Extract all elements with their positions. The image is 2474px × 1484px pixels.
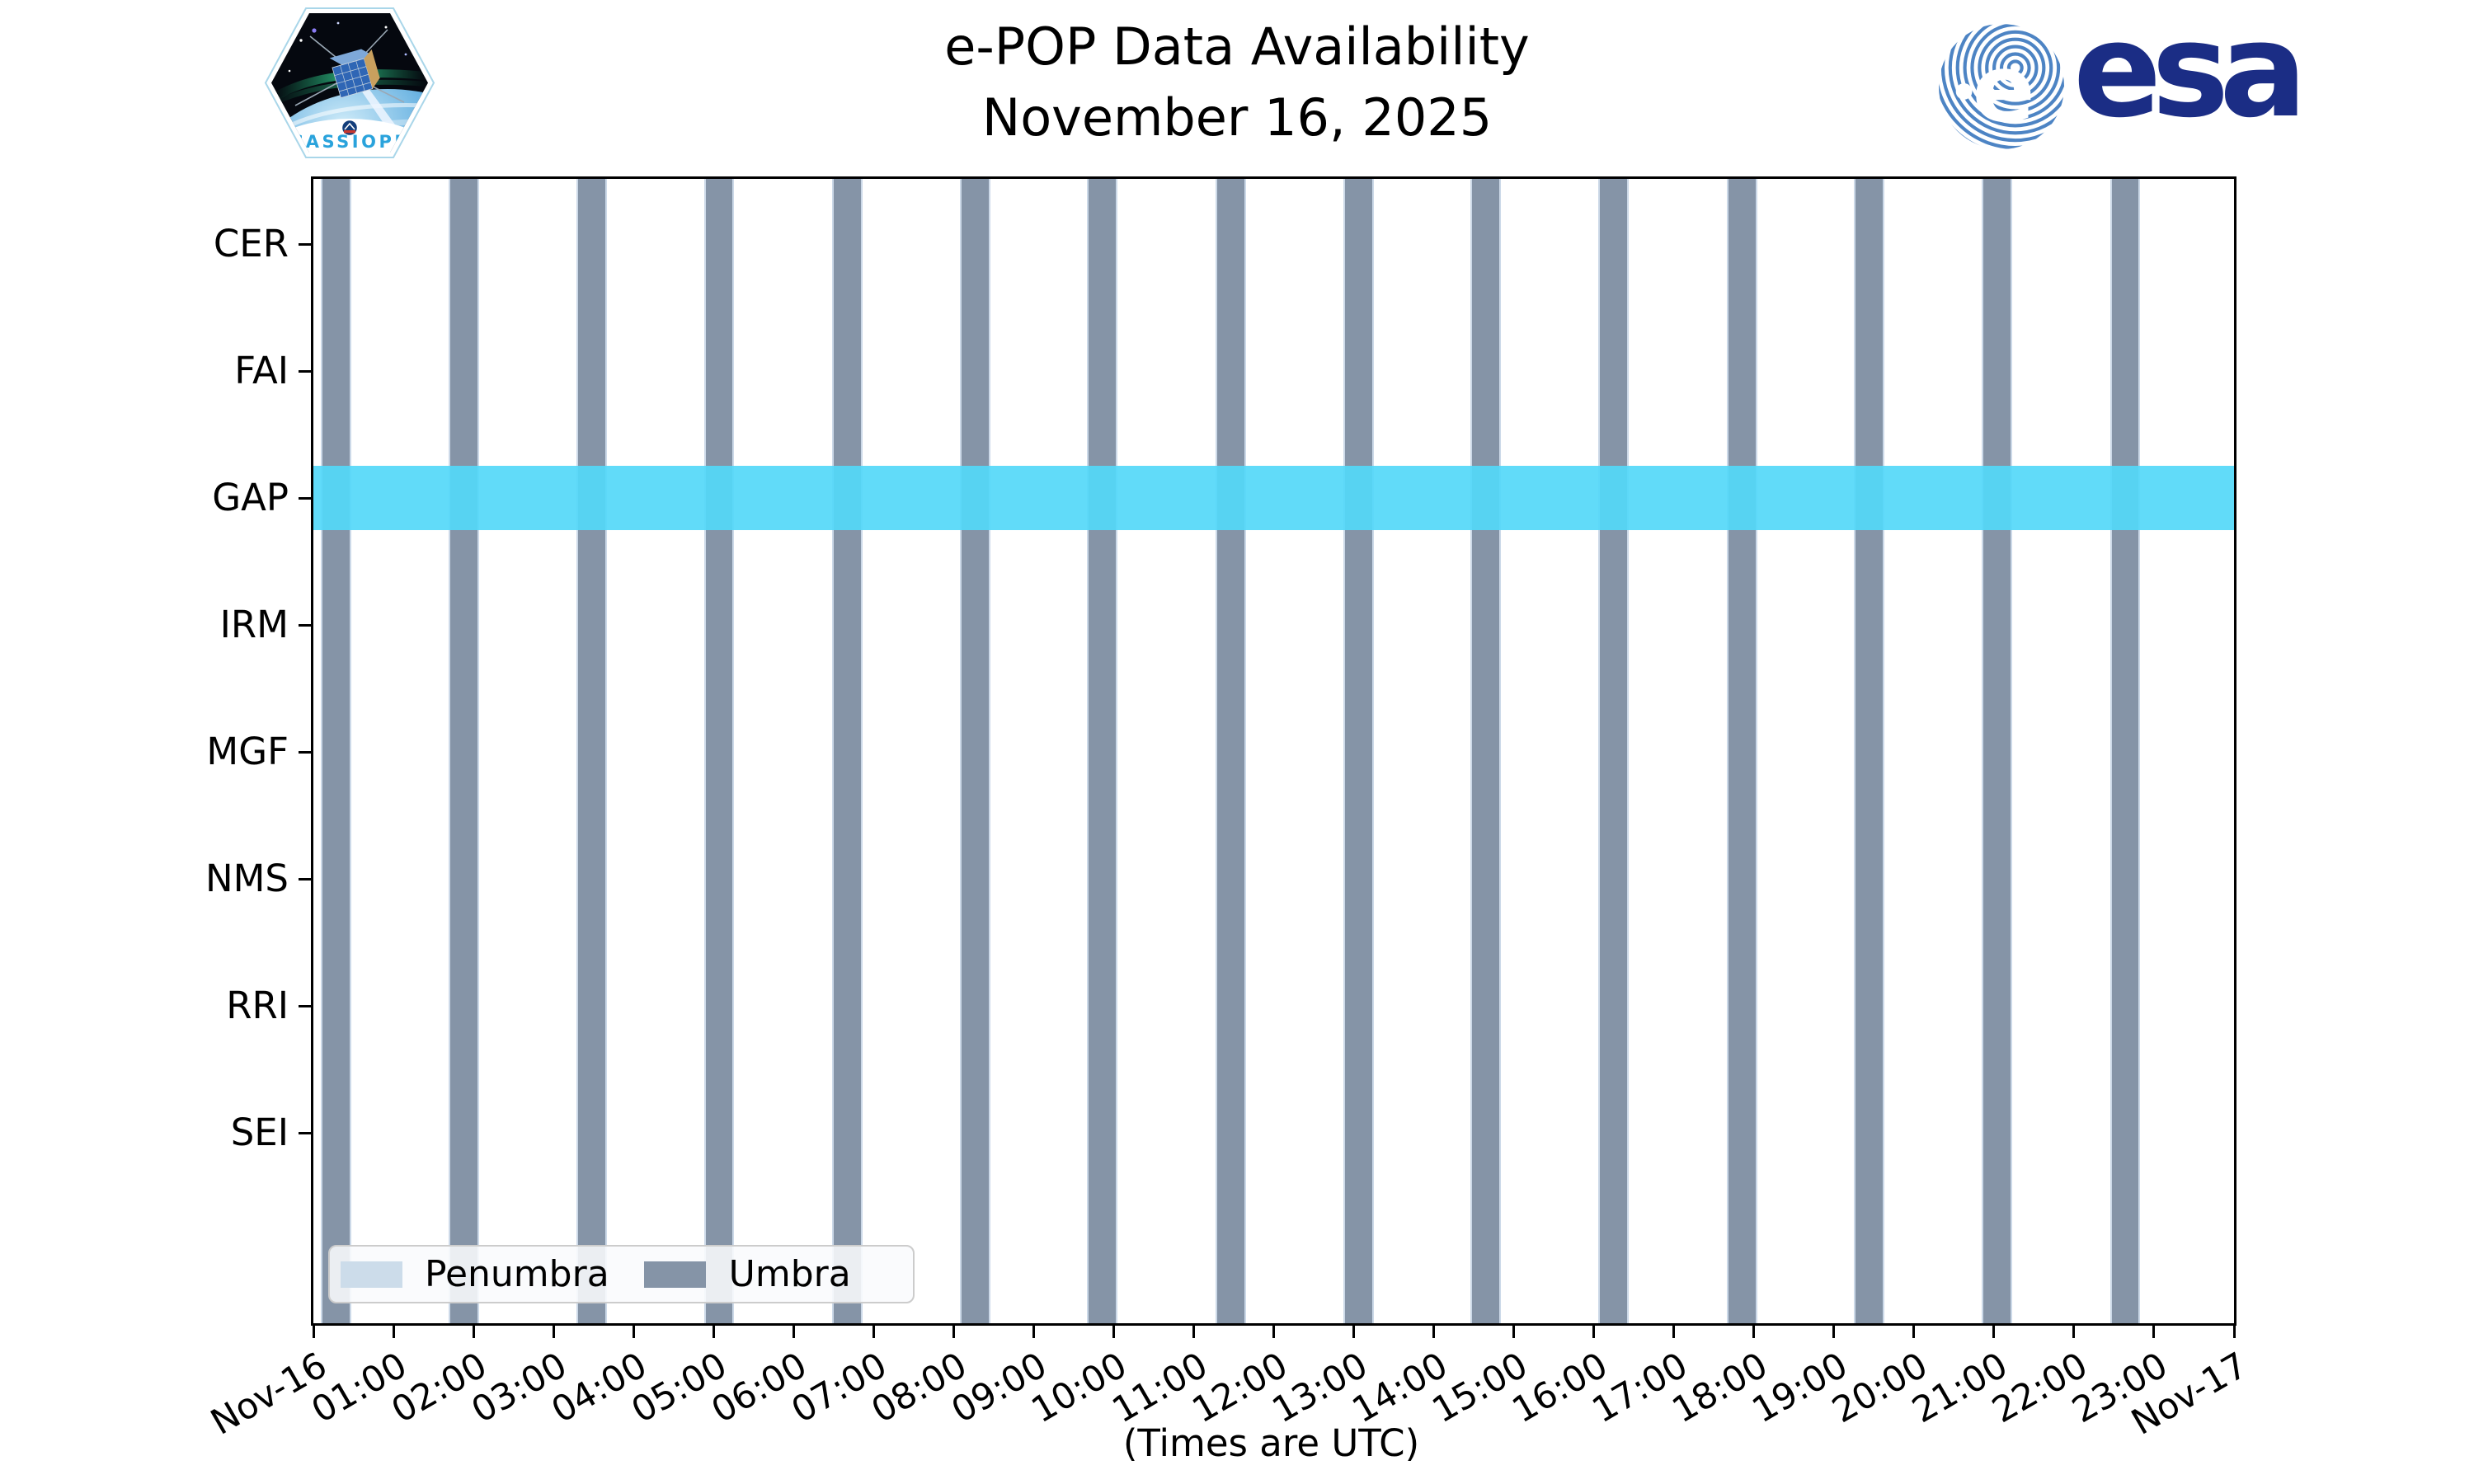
x-tick-23 — [2152, 1326, 2156, 1338]
umbra-bar — [1598, 179, 1630, 1323]
umbra-bar — [1215, 179, 1246, 1323]
y-tick-sei — [299, 1131, 311, 1134]
y-label-irm: IRM — [219, 603, 289, 646]
x-tick-11 — [1192, 1326, 1195, 1338]
chart-title-line2: November 16, 2025 — [981, 87, 1493, 148]
legend-penumbra-swatch — [341, 1261, 402, 1288]
umbra-bar — [1982, 179, 2013, 1323]
y-tick-cer — [299, 242, 311, 246]
cassiope-wordmark: CASSIOPE — [290, 132, 409, 152]
x-tick-22 — [2072, 1326, 2076, 1338]
umbra-bar — [1343, 179, 1374, 1323]
y-tick-rri — [299, 1004, 311, 1007]
x-tick-1 — [392, 1326, 395, 1338]
x-tick-10 — [1112, 1326, 1115, 1338]
umbra-bar — [960, 179, 990, 1323]
y-label-sei: SEI — [230, 1111, 289, 1154]
gap-availability-band — [313, 466, 2234, 530]
x-tick-4 — [632, 1326, 635, 1338]
x-tick-6 — [792, 1326, 795, 1338]
umbra-bar — [449, 179, 479, 1323]
umbra-bar — [703, 179, 735, 1323]
y-tick-irm — [299, 623, 311, 627]
x-tick-12 — [1272, 1326, 1275, 1338]
x-tick-20 — [1912, 1326, 1916, 1338]
esa-wordmark: esa — [2073, 0, 2307, 147]
y-label-cer: CER — [213, 222, 289, 265]
x-tick-5 — [712, 1326, 715, 1338]
x-tick-2 — [472, 1326, 475, 1338]
legend-umbra-swatch — [643, 1261, 706, 1288]
umbra-bar — [831, 179, 863, 1323]
y-label-gap: GAP — [212, 476, 289, 519]
y-tick-fai — [299, 369, 311, 373]
umbra-bar — [1854, 179, 1884, 1323]
y-label-fai: FAI — [234, 349, 289, 392]
x-tick-15 — [1512, 1326, 1516, 1338]
x-tick-16 — [1592, 1326, 1596, 1338]
chart-title-line1: e-POP Data Availability — [944, 16, 1530, 77]
x-tick-0 — [312, 1326, 315, 1338]
patch-radar-beam — [358, 82, 399, 133]
x-tick-9 — [1032, 1326, 1035, 1338]
legend: Penumbra Umbra — [328, 1245, 915, 1303]
umbra-bar — [2109, 179, 2141, 1323]
esa-globe-icon: e — [1938, 23, 2065, 150]
x-tick-19 — [1832, 1326, 1836, 1338]
patch-satellite — [329, 49, 380, 99]
x-tick-21 — [1992, 1326, 1996, 1338]
chart-title: e-POP Data Availability November 16, 202… — [0, 12, 2474, 153]
y-label-rri: RRI — [226, 984, 289, 1027]
x-tick-17 — [1672, 1326, 1676, 1338]
umbra-bar — [1470, 179, 1502, 1323]
y-label-mgf: MGF — [206, 730, 289, 773]
umbra-bar — [1726, 179, 1757, 1323]
y-label-nms: NMS — [205, 857, 289, 900]
cassiope-patch-art: CASSIOPE — [264, 7, 435, 158]
legend-umbra-label: Umbra — [728, 1253, 851, 1295]
y-tick-mgf — [299, 750, 311, 754]
y-tick-nms — [299, 877, 311, 881]
x-tick-14 — [1432, 1326, 1436, 1338]
x-tick-7 — [872, 1326, 875, 1338]
cassiope-mission-patch: CASSIOPE — [262, 5, 437, 161]
x-tick-8 — [952, 1326, 955, 1338]
x-axis-label: (Times are UTC) — [1122, 1421, 1420, 1465]
legend-penumbra-label: Penumbra — [425, 1253, 609, 1295]
y-tick-gap — [299, 496, 311, 500]
x-tick-18 — [1752, 1326, 1756, 1338]
umbra-bar — [320, 179, 351, 1323]
x-tick-3 — [552, 1326, 555, 1338]
x-tick-24 — [2232, 1326, 2236, 1338]
umbra-bar — [1087, 179, 1118, 1323]
x-tick-13 — [1352, 1326, 1356, 1338]
svg-text:e: e — [1972, 35, 2034, 143]
umbra-bar — [576, 179, 608, 1323]
plot-area: CER FAI GAP IRM MGF NMS RRI SEI Nov-16 01:00 02:0… — [204, 176, 2255, 1444]
